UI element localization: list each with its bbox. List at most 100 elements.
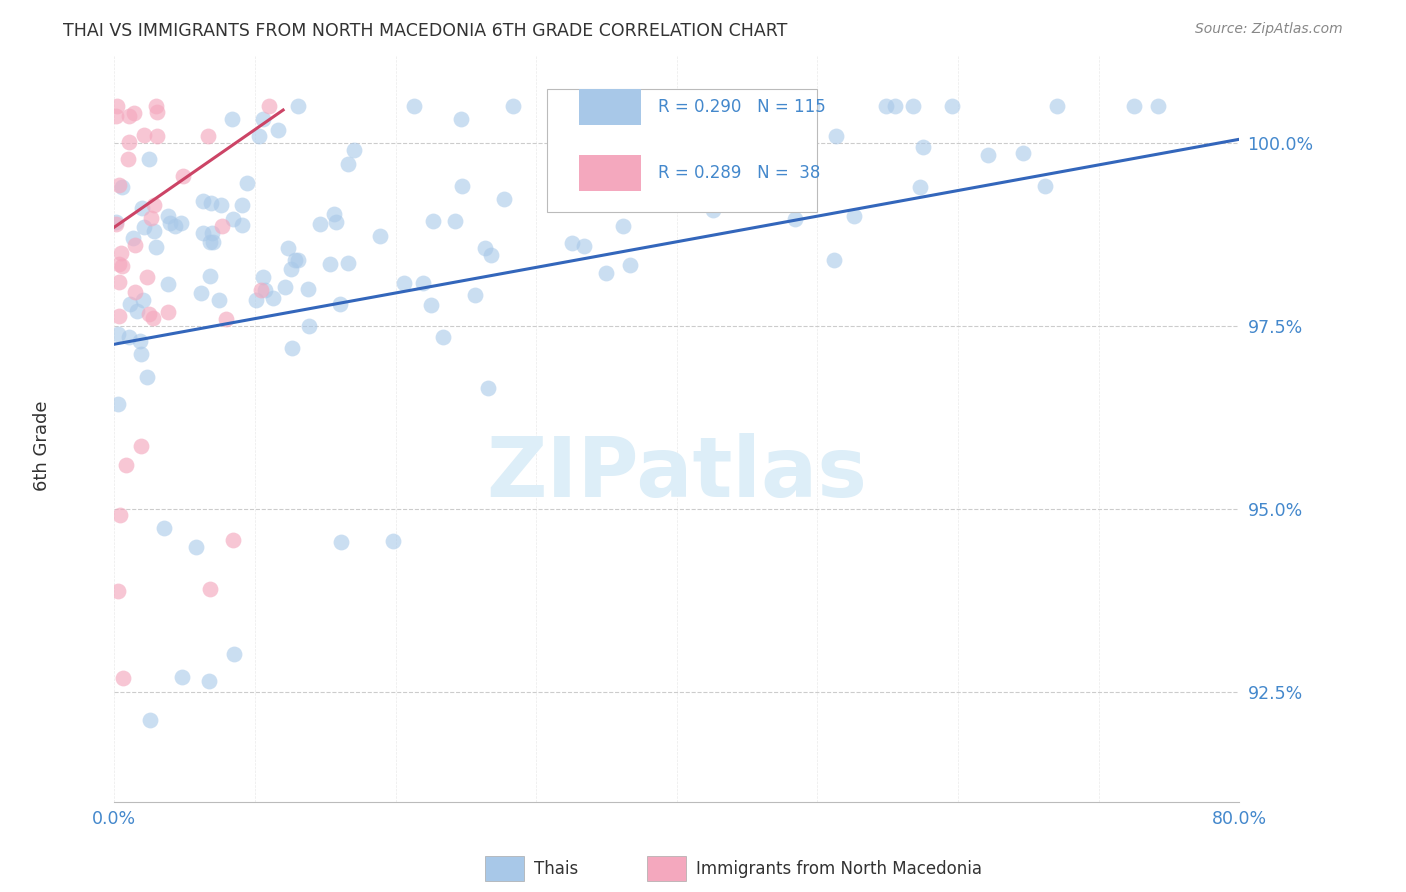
Point — [156, 277, 179, 291]
Text: Immigrants from North Macedonia: Immigrants from North Macedonia — [696, 860, 981, 878]
Point — [107, 397, 129, 411]
Point — [711, 145, 734, 159]
Point — [117, 109, 139, 123]
Point — [157, 304, 180, 318]
Point — [412, 276, 434, 290]
Point — [451, 178, 474, 193]
Text: Source: ZipAtlas.com: Source: ZipAtlas.com — [1195, 22, 1343, 37]
Point — [105, 99, 128, 113]
Point — [277, 241, 299, 255]
Point — [309, 217, 332, 231]
Point — [612, 219, 634, 234]
Point — [1123, 99, 1146, 113]
Point — [323, 207, 346, 221]
Point — [139, 211, 162, 225]
Point — [420, 298, 443, 312]
Point — [884, 99, 907, 113]
Point — [198, 674, 221, 689]
Point — [267, 123, 290, 137]
Point — [502, 99, 524, 113]
Point — [572, 239, 595, 253]
Point — [200, 195, 222, 210]
Point — [104, 109, 127, 123]
FancyBboxPatch shape — [547, 88, 817, 212]
Point — [250, 284, 273, 298]
Point — [221, 112, 243, 126]
Point — [844, 209, 866, 223]
Point — [976, 147, 998, 161]
Point — [1011, 145, 1033, 160]
Point — [492, 192, 515, 206]
Point — [875, 99, 897, 113]
Point — [464, 288, 486, 302]
Point — [901, 99, 924, 113]
Point — [111, 179, 134, 194]
Point — [201, 227, 224, 241]
Point — [252, 270, 274, 285]
Point — [221, 212, 243, 227]
Point — [785, 212, 807, 227]
Point — [432, 330, 454, 344]
Text: 6th Grade: 6th Grade — [34, 401, 51, 491]
Point — [281, 341, 304, 355]
Point — [110, 245, 132, 260]
Point — [287, 253, 309, 268]
Text: THAI VS IMMIGRANTS FROM NORTH MACEDONIA 6TH GRADE CORRELATION CHART: THAI VS IMMIGRANTS FROM NORTH MACEDONIA … — [63, 22, 787, 40]
Point — [200, 235, 222, 250]
FancyBboxPatch shape — [579, 155, 641, 191]
Point — [170, 216, 193, 230]
Point — [253, 284, 276, 298]
Point — [159, 216, 181, 230]
Point — [702, 202, 724, 217]
Point — [297, 281, 319, 295]
Text: Thais: Thais — [534, 860, 578, 878]
Point — [742, 99, 765, 113]
Point — [138, 307, 160, 321]
Point — [262, 291, 284, 305]
Point — [129, 439, 152, 453]
Point — [685, 196, 707, 211]
Point — [118, 135, 141, 149]
Point — [107, 583, 129, 598]
Point — [619, 258, 641, 272]
Point — [124, 238, 146, 252]
Point — [107, 326, 129, 341]
Point — [197, 128, 219, 143]
Point — [329, 297, 352, 311]
Point — [135, 370, 157, 384]
Point — [108, 309, 131, 323]
Point — [368, 229, 391, 244]
Point — [122, 231, 145, 245]
Point — [231, 198, 253, 212]
Point — [224, 648, 246, 662]
Point — [479, 247, 502, 261]
Point — [142, 224, 165, 238]
Point — [329, 534, 352, 549]
Point — [117, 152, 139, 166]
Point — [793, 170, 815, 185]
Point — [104, 217, 127, 231]
Point — [404, 99, 426, 113]
Point — [381, 533, 404, 548]
Point — [145, 240, 167, 254]
Text: ZIPatlas: ZIPatlas — [486, 433, 868, 514]
Point — [245, 293, 267, 308]
Point — [111, 260, 134, 274]
Point — [114, 458, 136, 472]
Point — [200, 582, 222, 596]
Point — [191, 194, 214, 208]
Point — [124, 285, 146, 300]
Point — [120, 297, 142, 311]
Point — [1146, 99, 1168, 113]
Point — [298, 319, 321, 334]
Point — [247, 128, 270, 143]
Point — [284, 252, 307, 267]
Text: R = 0.290   N = 115: R = 0.290 N = 115 — [658, 97, 825, 116]
Point — [139, 713, 162, 727]
Point — [215, 312, 238, 326]
Point — [908, 180, 931, 194]
Point — [132, 293, 155, 307]
Point — [129, 347, 152, 361]
Point — [477, 380, 499, 394]
Point — [257, 99, 280, 113]
